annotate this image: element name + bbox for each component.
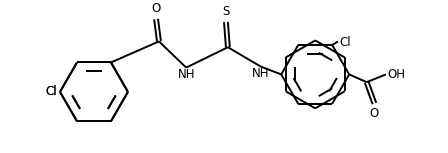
Text: O: O xyxy=(370,107,379,120)
Text: Cl: Cl xyxy=(339,36,351,49)
Text: Cl: Cl xyxy=(45,85,57,98)
Text: Cl: Cl xyxy=(45,85,57,98)
Text: O: O xyxy=(151,2,161,15)
Text: OH: OH xyxy=(387,68,405,81)
Text: S: S xyxy=(222,5,230,18)
Text: NH: NH xyxy=(252,67,270,80)
Text: NH: NH xyxy=(177,68,195,81)
